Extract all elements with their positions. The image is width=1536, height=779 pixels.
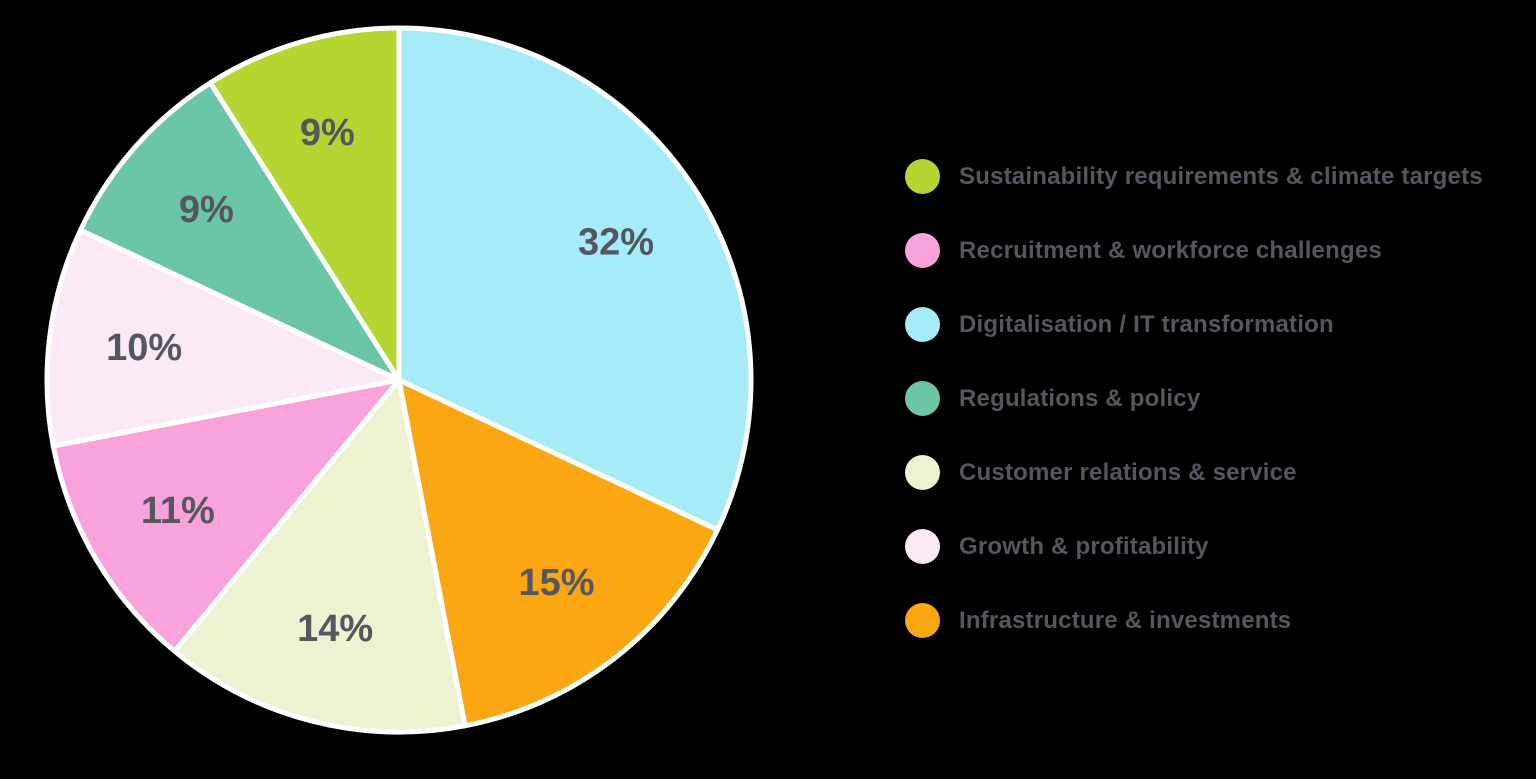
legend-item: Regulations & policy — [905, 381, 1483, 416]
legend-swatch-icon — [905, 307, 940, 342]
legend-label: Customer relations & service — [959, 458, 1297, 486]
pie-slice — [207, 25, 402, 383]
legend-swatch-icon — [905, 381, 940, 416]
legend-label: Infrastructure & investments — [959, 606, 1292, 634]
pie-chart: 32% 15% 14% 11% 10% 9% 9% — [44, 25, 754, 735]
pie-slice — [78, 80, 402, 383]
legend: Sustainability requirements & climate ta… — [905, 159, 1483, 677]
legend-item: Sustainability requirements & climate ta… — [905, 159, 1483, 194]
legend-item: Infrastructure & investments — [905, 603, 1483, 638]
pie-slice-label: 11% — [141, 490, 215, 532]
legend-label: Growth & profitability — [959, 532, 1209, 560]
legend-item: Customer relations & service — [905, 455, 1483, 490]
legend-swatch-icon — [905, 455, 940, 490]
legend-label: Digitalisation / IT transformation — [959, 310, 1334, 338]
pie-slice — [50, 377, 402, 654]
pie-slice-label: 14% — [297, 608, 373, 650]
legend-swatch-icon — [905, 233, 940, 268]
pie-slice-label: 15% — [518, 562, 594, 604]
pie-slice — [396, 25, 754, 533]
pie-slice — [172, 377, 468, 735]
legend-label: Regulations & policy — [959, 384, 1201, 412]
legend-swatch-icon — [905, 159, 940, 194]
legend-item: Growth & profitability — [905, 529, 1483, 564]
pie-slice-label: 32% — [578, 221, 654, 263]
legend-label: Recruitment & workforce challenges — [959, 236, 1382, 264]
pie-slice — [396, 377, 720, 729]
legend-item: Digitalisation / IT transformation — [905, 307, 1483, 342]
legend-swatch-icon — [905, 603, 940, 638]
pie-slice-label: 10% — [106, 327, 182, 369]
legend-swatch-icon — [905, 529, 940, 564]
pie-slice-label: 9% — [300, 112, 355, 154]
pie-slice-label: 9% — [179, 189, 234, 231]
pie-slice — [44, 227, 402, 449]
legend-item: Recruitment & workforce challenges — [905, 233, 1483, 268]
legend-label: Sustainability requirements & climate ta… — [959, 162, 1483, 190]
